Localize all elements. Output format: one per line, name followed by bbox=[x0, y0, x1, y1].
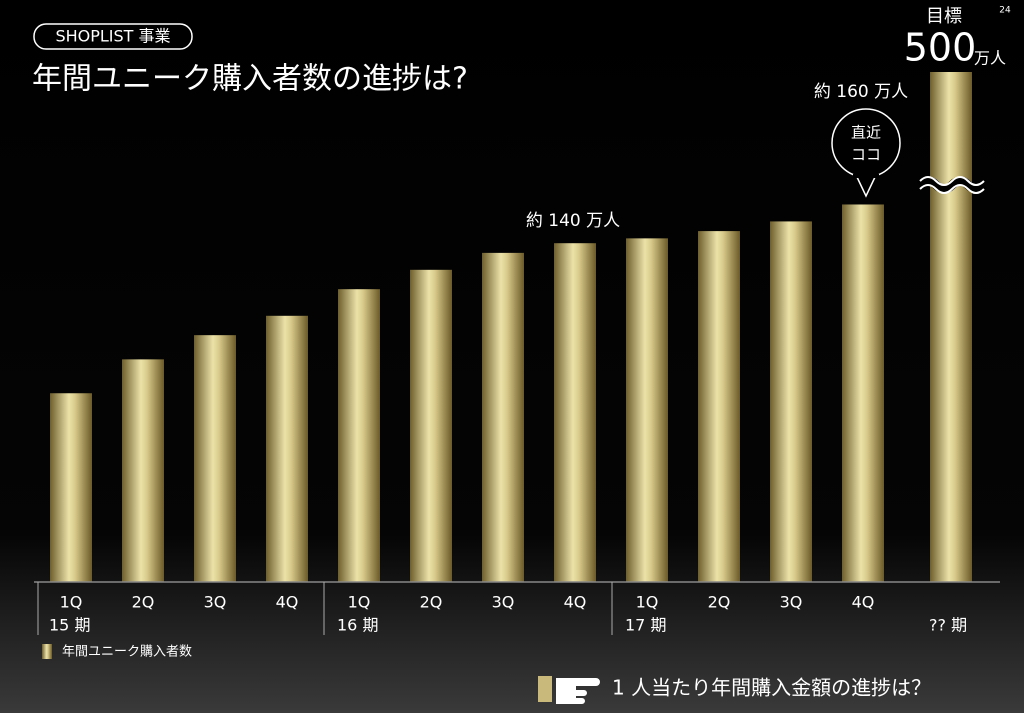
callout-text: ココ bbox=[851, 146, 881, 164]
tag: SHOPLIST 事業 bbox=[55, 27, 170, 46]
break-gap bbox=[916, 176, 988, 194]
annotation: 約 140 万人 bbox=[526, 211, 620, 231]
bar bbox=[554, 243, 596, 582]
x-tick-label: 1Q bbox=[636, 593, 659, 612]
legend-swatch bbox=[42, 644, 52, 659]
bar bbox=[930, 72, 972, 582]
x-tick-label: 3Q bbox=[204, 593, 227, 612]
x-tick-label: 4Q bbox=[564, 593, 587, 612]
x-tick-label: 3Q bbox=[780, 593, 803, 612]
callout-join bbox=[853, 174, 879, 178]
x-tick-label: 1Q bbox=[348, 593, 371, 612]
period-label: ?? 期 bbox=[929, 616, 967, 635]
value-label: 500 bbox=[904, 26, 977, 70]
bar bbox=[626, 238, 668, 583]
bar bbox=[410, 269, 452, 582]
callout-tail bbox=[855, 174, 877, 198]
target-label: 目標 bbox=[926, 6, 962, 27]
x-tick-label: 4Q bbox=[852, 593, 875, 612]
hand-icon bbox=[538, 676, 600, 704]
bar bbox=[770, 221, 812, 583]
bar bbox=[482, 252, 524, 582]
period-label: 15 期 bbox=[49, 616, 90, 635]
bar bbox=[698, 231, 740, 582]
x-tick-label: 3Q bbox=[492, 593, 515, 612]
footer-link[interactable]: 1 人当たり年間購入金額の進捗は？ bbox=[612, 676, 931, 700]
break-mark bbox=[919, 176, 985, 194]
chart-title: 年間ユニーク購入者数の進捗は? bbox=[32, 62, 468, 97]
bar bbox=[842, 204, 884, 583]
target-unit: 万人 bbox=[974, 49, 1006, 68]
bars bbox=[50, 72, 972, 583]
bar bbox=[338, 289, 380, 582]
legend-label: 年間ユニーク購入者数 bbox=[62, 645, 192, 660]
callout-bubble bbox=[831, 108, 901, 178]
tag-box bbox=[33, 23, 193, 50]
x-tick-label: 2Q bbox=[708, 593, 731, 612]
callout-text: 直近 bbox=[851, 124, 881, 142]
x-tick-label: 2Q bbox=[132, 593, 155, 612]
bar bbox=[122, 359, 164, 582]
page-number: 24 bbox=[999, 6, 1011, 16]
x-tick-label: 4Q bbox=[276, 593, 299, 612]
bar bbox=[50, 393, 92, 582]
annotation: 約 160 万人 bbox=[814, 82, 908, 102]
x-tick-label: 1Q bbox=[60, 593, 83, 612]
x-tick-label: 2Q bbox=[420, 593, 443, 612]
period-label: 17 期 bbox=[625, 616, 666, 635]
bar bbox=[194, 335, 236, 582]
period-label: 16 期 bbox=[337, 616, 378, 635]
bar bbox=[266, 315, 308, 582]
